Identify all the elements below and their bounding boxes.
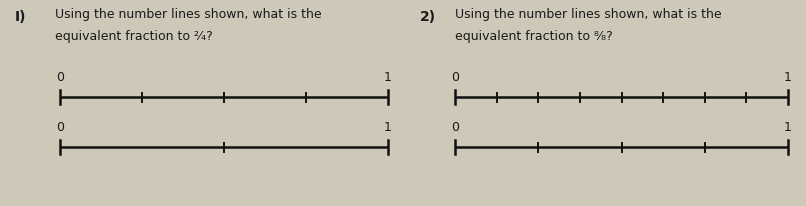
- Text: 1: 1: [784, 71, 792, 84]
- Text: 2): 2): [420, 10, 436, 24]
- Text: 0: 0: [451, 71, 459, 84]
- Text: Using the number lines shown, what is the: Using the number lines shown, what is th…: [55, 8, 322, 21]
- Text: equivalent fraction to ²⁄₄?: equivalent fraction to ²⁄₄?: [55, 30, 213, 43]
- Text: 0: 0: [56, 71, 64, 84]
- Text: 0: 0: [451, 121, 459, 133]
- Text: 1: 1: [784, 121, 792, 133]
- Text: I): I): [15, 10, 27, 24]
- Text: 0: 0: [56, 121, 64, 133]
- Text: Using the number lines shown, what is the: Using the number lines shown, what is th…: [455, 8, 721, 21]
- Text: 1: 1: [384, 71, 392, 84]
- Text: 1: 1: [384, 121, 392, 133]
- Text: equivalent fraction to ⁸⁄₈?: equivalent fraction to ⁸⁄₈?: [455, 30, 613, 43]
